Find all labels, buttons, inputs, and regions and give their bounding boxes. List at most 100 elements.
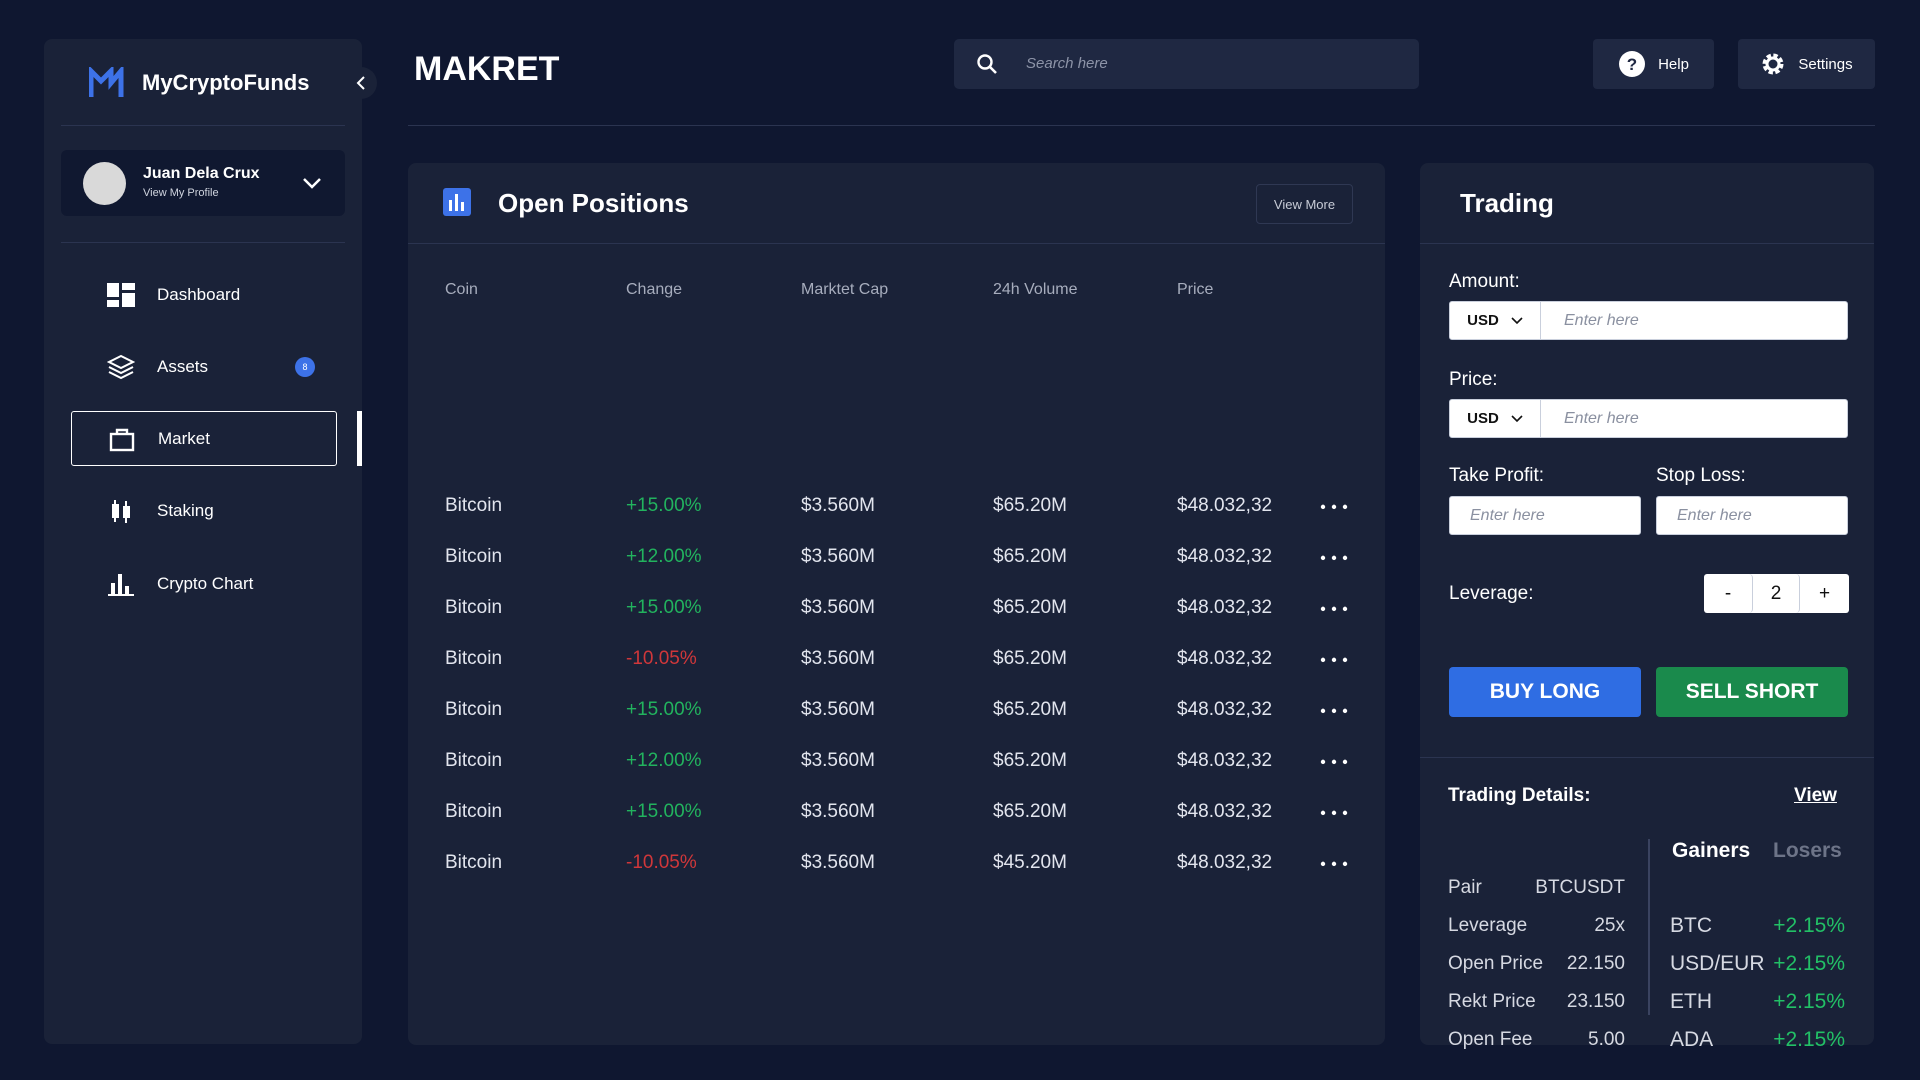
row-menu[interactable] [1320,847,1348,873]
dots-icon [1320,708,1348,714]
collapse-button[interactable] [345,67,377,99]
field-label: Price: [1449,369,1498,390]
cell: $65.20M [993,597,1067,618]
stop-loss-input[interactable]: Enter here [1656,496,1848,535]
sell-button[interactable]: SELL SHORT [1656,667,1848,717]
icon [1762,53,1784,75]
cell: $3.560M [801,699,875,720]
table-row: Bitcoin +12.00% $3.560M $65.20M $48.032,32 [408,537,1385,577]
change: +15.00% [626,801,702,822]
coin: Bitcoin [445,852,503,873]
nav-item[interactable]: Assets 8 [71,339,337,394]
losers-tab[interactable]: Losers [1773,839,1842,862]
row-menu[interactable] [1320,745,1348,771]
gainers-tab[interactable]: Gainers [1672,839,1751,862]
icon [109,428,135,451]
cell: $48.032,32 [1177,801,1273,822]
nav-label: Market [158,428,210,448]
trading-panel: Trading Amount: USD Enter here Price: US… [1420,163,1874,1051]
page-title: MAKRET [414,50,560,88]
nav-label: Crypto Chart [157,573,254,593]
detail-value: 22.150 [1566,953,1625,974]
currency-select[interactable]: USD [1450,302,1541,339]
gainer-change: +2.15% [1773,1028,1845,1051]
change: +15.00% [626,495,702,516]
price-input[interactable]: USD Enter here [1449,399,1848,438]
decrement[interactable]: - [1704,574,1753,613]
icon [108,573,134,596]
cell: $3.560M [801,597,875,618]
divider [61,125,345,126]
nav-item-active[interactable]: Market [71,411,337,466]
nav-label: Staking [157,500,214,520]
table-row: Bitcoin +12.00% $3.560M $65.20M $48.032,32 [408,741,1385,781]
cell: $65.20M [993,699,1067,720]
column-header: Change [626,281,683,298]
detail-label: Leverage [1448,915,1528,936]
cell: $45.20M [993,852,1067,873]
placeholder: Enter here [1470,506,1545,524]
dots-icon [1320,606,1348,612]
change: +12.00% [626,750,702,771]
brand: MyCryptoFunds [142,70,310,95]
row-menu[interactable] [1320,541,1348,567]
change: +15.00% [626,597,702,618]
cell: $65.20M [993,495,1067,516]
dots-icon [1320,555,1348,561]
row-menu[interactable] [1320,490,1348,516]
cell: $48.032,32 [1177,495,1273,516]
search-icon [977,54,997,74]
leverage-value[interactable]: 2 [1753,574,1800,613]
field-label: Stop Loss: [1656,465,1746,486]
header-divider [408,125,1875,126]
coin: Bitcoin [445,648,503,669]
table-row: Bitcoin +15.00% $3.560M $65.20M $48.032,32 [408,486,1385,526]
row-menu[interactable] [1320,643,1348,669]
row-menu[interactable] [1320,694,1348,720]
settings-button[interactable]: Settings [1738,39,1875,89]
field-label: Leverage: [1449,583,1534,604]
search-placeholder: Search here [1026,55,1108,72]
cell: $65.20M [993,801,1067,822]
nav-item[interactable]: Crypto Chart [71,556,337,611]
buy-button[interactable]: BUY LONG [1449,667,1641,717]
cell: $3.560M [801,495,875,516]
row-menu[interactable] [1320,796,1348,822]
help-label: Help [1658,55,1689,73]
coin: Bitcoin [445,546,503,567]
coin: Bitcoin [445,699,503,720]
amount-input[interactable]: USD Enter here [1449,301,1848,340]
column-header: Coin [445,281,478,298]
nav-item[interactable]: Staking [71,483,337,538]
nav-item[interactable]: Dashboard [71,267,337,322]
increment[interactable]: + [1818,582,1831,604]
cell: $48.032,32 [1177,852,1273,873]
field-label: Take Profit: [1449,465,1545,486]
table-row: Bitcoin -10.05% $3.560M $65.20M $48.032,32 [408,639,1385,679]
user-card[interactable]: Juan Dela Crux View My Profile [61,150,345,216]
table-row: Bitcoin +15.00% $3.560M $65.20M $48.032,32 [408,792,1385,832]
icon [112,499,130,523]
field-label: Amount: [1449,271,1520,292]
row-menu[interactable] [1320,592,1348,618]
view-link[interactable]: View [1794,785,1837,806]
cell: $65.20M [993,546,1067,567]
gainer-symbol: ADA [1670,1028,1714,1051]
leverage-stepper: - 2 + [1704,574,1849,613]
search-box[interactable]: Search here [954,39,1419,89]
help-button[interactable]: ? Help [1593,39,1714,89]
gainer-symbol: USD/EUR [1670,952,1765,975]
coin: Bitcoin [445,801,503,822]
currency: USD [1467,410,1499,427]
take-profit-input[interactable]: Enter here [1449,496,1641,535]
cell: $3.560M [801,750,875,771]
gainer-symbol: BTC [1670,914,1712,937]
cell: $3.560M [801,852,875,873]
view-more-button[interactable]: View More [1256,184,1353,224]
dots-icon [1320,810,1348,816]
nav-label: Dashboard [157,284,241,304]
currency-select[interactable]: USD [1450,400,1541,437]
detail-label: Pair [1448,877,1482,898]
chevron [1511,414,1523,422]
